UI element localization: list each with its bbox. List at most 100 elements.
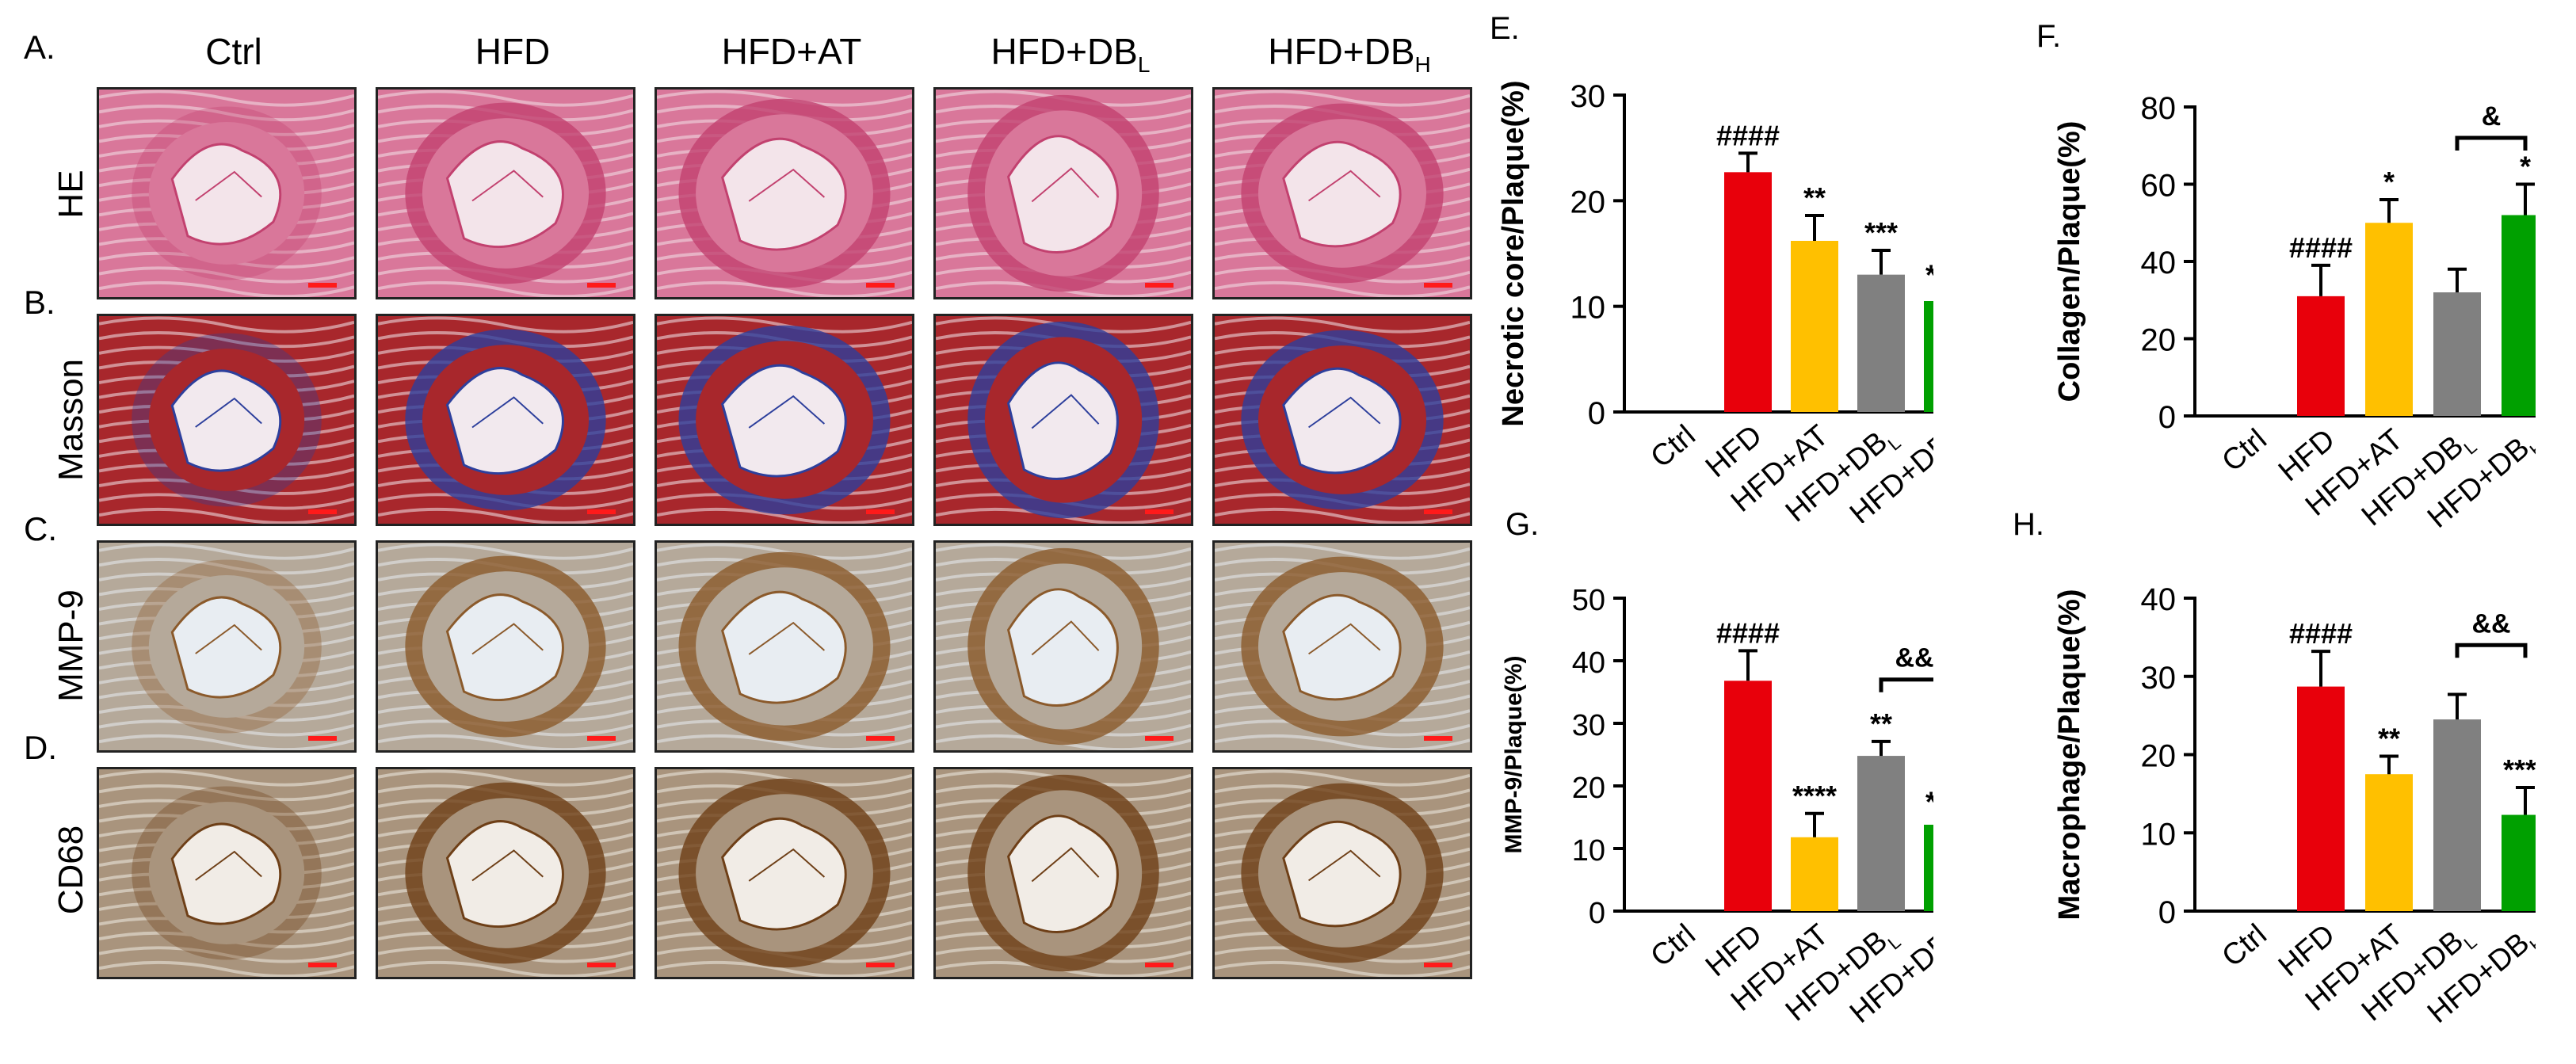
- y-tick-label: 10: [2141, 817, 2177, 852]
- micrograph-image: [1215, 769, 1470, 977]
- y-tick-label: 30: [1570, 79, 1606, 114]
- panel-label-c: C.: [24, 510, 57, 547]
- micrograph-tile: [654, 767, 914, 979]
- significance-label: ****: [2503, 753, 2536, 786]
- collagen-chart-svg: Collagen/Plaque(%)020406080Ctrl####HFD*H…: [2053, 91, 2536, 531]
- error-bar: [2448, 267, 2467, 292]
- bracket-label: &: [2482, 101, 2502, 132]
- micrograph-tile: [376, 87, 635, 299]
- column-header: Ctrl: [205, 31, 262, 72]
- micrograph-image: [936, 316, 1191, 524]
- micrograph-tile: [933, 314, 1193, 526]
- y-tick-label: 80: [2141, 91, 2177, 126]
- scale-bar: [866, 283, 895, 288]
- bar: [1791, 241, 1838, 412]
- row-label-he: HE: [52, 170, 90, 219]
- bracket-label: &&: [2471, 608, 2510, 639]
- scale-bar: [1424, 283, 1452, 288]
- significance-label: ***: [1864, 216, 1898, 249]
- micrograph-tile: [933, 540, 1193, 753]
- significance-label: ####: [2289, 617, 2353, 650]
- panel-label-a: A.: [24, 29, 55, 66]
- necrotic-core-chart-svg: Necrotic core/Plaque(%) 0102030Ctrl####HF…: [1497, 79, 1933, 523]
- error-bar: [2516, 182, 2535, 215]
- micrograph-image: [99, 316, 354, 524]
- error-bar: [2448, 692, 2467, 720]
- micrograph-image: [657, 90, 912, 297]
- error-bar: [2516, 785, 2535, 815]
- micrograph-image: [1215, 90, 1470, 297]
- error-bar: [1872, 249, 1891, 275]
- micrograph-image: [378, 90, 633, 297]
- chart-panel-label-e: E.: [1490, 11, 1520, 46]
- scale-bar: [866, 509, 895, 514]
- micrograph-tile: [654, 314, 914, 526]
- column-header: HFD+DBH: [1268, 31, 1431, 77]
- scale-bar: [1145, 509, 1174, 514]
- error-bar: [1805, 811, 1824, 837]
- y-tick-label: 20: [2141, 323, 2177, 358]
- necrotic-core-chart: Necrotic core/Plaque(%) 0 10 20 30 Ctrl #### HF…: [1490, 48, 1933, 523]
- x-tick-label: Ctrl: [2216, 423, 2273, 479]
- bar: [2297, 686, 2345, 911]
- scale-bar: [587, 283, 616, 288]
- scale-bar: [308, 963, 337, 967]
- row-label-masson: Masson: [52, 358, 90, 482]
- micrograph-tile: [376, 314, 635, 526]
- comparison-bracket: [2455, 643, 2528, 658]
- error-bar: [1805, 214, 1824, 241]
- scale-bar: [1424, 736, 1452, 741]
- significance-label: ****: [1792, 780, 1837, 812]
- bar: [2502, 215, 2536, 416]
- panel-label-b: B.: [24, 284, 55, 321]
- scale-bar: [308, 509, 337, 514]
- y-tick-label: 10: [1570, 291, 1606, 326]
- scale-bar: [587, 736, 616, 741]
- micrograph-tile: [1212, 314, 1472, 526]
- x-tick-label: Ctrl: [1645, 918, 1702, 974]
- y-tick-label: 0: [2158, 400, 2176, 435]
- bar: [1924, 301, 1933, 412]
- scale-bar: [1145, 736, 1174, 741]
- row-label-mmp9: MMP-9: [52, 589, 90, 702]
- x-tick-label: Ctrl: [2216, 918, 2273, 974]
- micrograph-tile: [933, 767, 1193, 979]
- significance-label: *: [2383, 166, 2395, 198]
- bar: [2365, 774, 2413, 911]
- scale-bar: [308, 283, 337, 288]
- y-axis-label: Collagen/Plaque(%): [2053, 121, 2086, 402]
- error-bar: [2379, 754, 2399, 775]
- significance-label: ####: [2289, 231, 2353, 264]
- micrograph-tile: [1212, 540, 1472, 753]
- micrograph-image: [99, 769, 354, 977]
- micrograph-tile: [1212, 767, 1472, 979]
- micrograph-tile: [1212, 87, 1472, 299]
- y-tick-label: 0: [2158, 895, 2176, 930]
- scale-bar: [866, 736, 895, 741]
- comparison-bracket: [2455, 135, 2528, 151]
- collagen-chart: Collagen/Plaque(%) 0 20 40 60 80 Ctrl #### HFD * H…: [2044, 55, 2536, 531]
- y-tick-label: 40: [1572, 646, 1605, 680]
- y-axis-label: MMP-9/Plaque(%): [1501, 655, 1527, 853]
- micrograph-tile: [376, 540, 635, 753]
- bar: [1791, 837, 1838, 911]
- micrograph-image: [99, 90, 354, 297]
- micrograph-image: [378, 769, 633, 977]
- y-tick-label: 10: [1572, 834, 1605, 868]
- scale-bar: [587, 963, 616, 967]
- micrograph-tile: [97, 87, 357, 299]
- micrograph-image: [1215, 543, 1470, 750]
- y-tick-label: 30: [1572, 709, 1605, 742]
- error-bar: [1738, 649, 1757, 681]
- row-label-cd68: CD68: [52, 825, 90, 915]
- micrograph-image: [936, 769, 1191, 977]
- comparison-bracket: [1879, 677, 1933, 692]
- significance-label: ####: [1716, 119, 1780, 151]
- chart-panel-label-g: G.: [1506, 507, 1540, 542]
- chart-panel-label-f: F.: [2036, 19, 2062, 54]
- x-tick-label: Ctrl: [1645, 419, 1702, 475]
- y-axis-label: Macrophage/Plaque(%): [2053, 589, 2086, 920]
- y-tick-label: 20: [1572, 772, 1605, 805]
- micrograph-tile: [654, 87, 914, 299]
- y-tick-label: 0: [1589, 897, 1605, 930]
